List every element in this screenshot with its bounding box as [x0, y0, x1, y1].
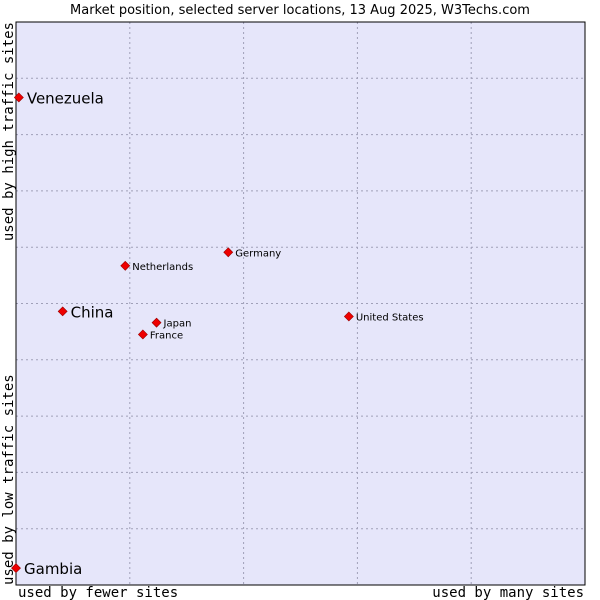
point-marker	[13, 92, 24, 103]
x-axis-label-right: used by many sites	[432, 585, 584, 600]
point-marker	[151, 317, 162, 328]
point-label: Japan	[163, 319, 192, 330]
data-point-japan: Japan	[151, 317, 192, 330]
plot-area	[16, 22, 585, 585]
data-point-germany: Germany	[223, 247, 281, 259]
point-label: Netherlands	[132, 262, 193, 273]
plot-border	[15, 21, 586, 586]
point-label: Germany	[235, 248, 281, 259]
point-marker	[223, 247, 234, 258]
data-point-netherlands: Netherlands	[120, 260, 193, 273]
data-point-venezuela: Venezuela	[13, 89, 104, 107]
point-label: Venezuela	[27, 89, 104, 107]
point-marker	[120, 260, 131, 271]
point-marker	[343, 311, 354, 322]
data-point-france: France	[137, 329, 183, 341]
point-label: China	[71, 303, 114, 321]
data-point-china: China	[57, 303, 114, 321]
data-points: Venezuela Germany Netherlands China United S…	[11, 89, 424, 578]
grid-lines	[16, 22, 585, 585]
point-marker	[11, 563, 21, 574]
data-point-united-states: United States	[343, 311, 424, 323]
point-label: United States	[356, 312, 424, 323]
point-label: France	[150, 330, 183, 341]
x-axis-label-left: used by fewer sites	[18, 585, 178, 600]
y-axis-label-bottom: used by low traffic sites	[1, 374, 17, 585]
chart-title: Market position, selected server locatio…	[70, 3, 530, 18]
y-axis-label-top: used by high traffic sites	[1, 22, 17, 241]
point-marker	[57, 306, 68, 317]
data-point-gambia: Gambia	[11, 560, 82, 578]
point-label: Gambia	[24, 560, 82, 578]
point-marker	[137, 329, 148, 340]
